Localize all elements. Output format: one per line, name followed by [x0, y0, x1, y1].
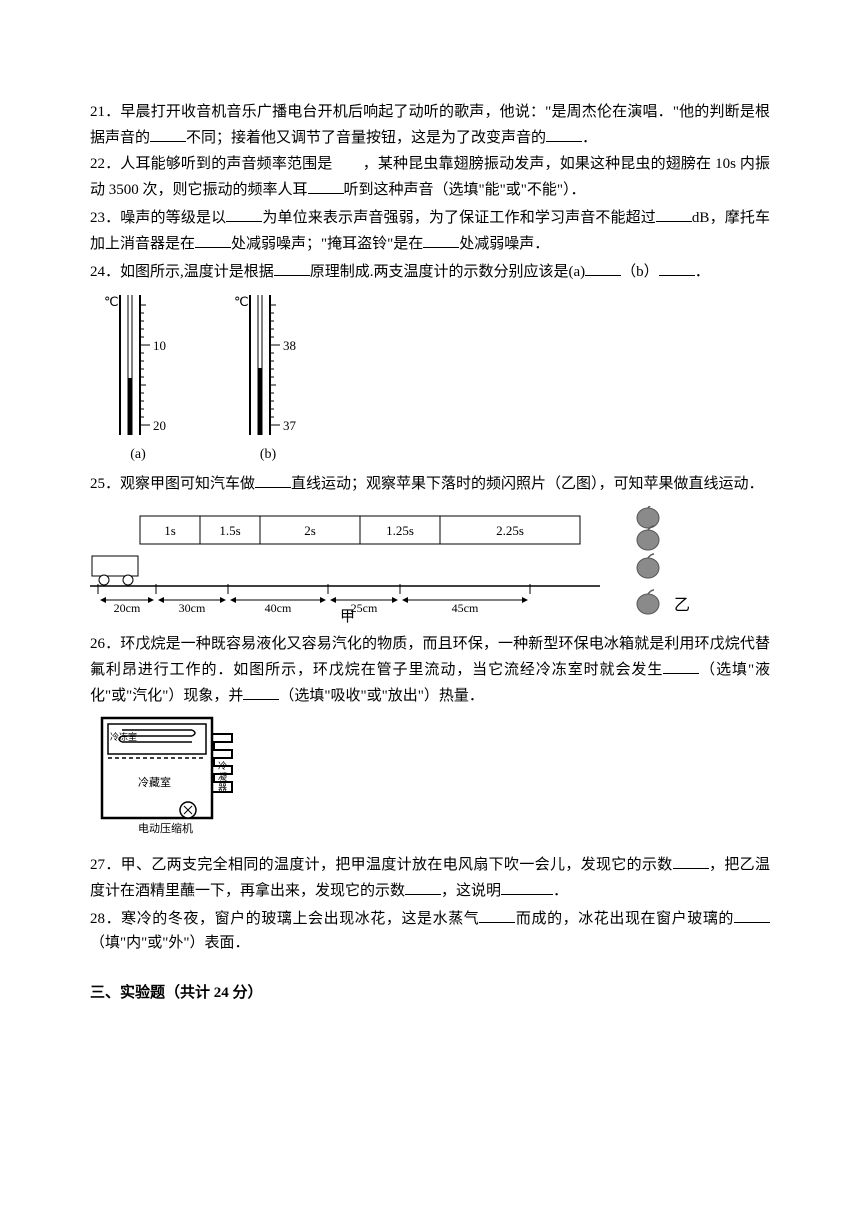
thermo-a-top: 10 [153, 338, 166, 353]
q23-blank3[interactable] [195, 230, 231, 248]
q25-b: 直线运动；观察苹果下落时的频闪照片（乙图），可知苹果做直线运动． [291, 476, 764, 492]
svg-text:凝: 凝 [218, 772, 227, 782]
fridge-svg: 冷藏室 冷冻室 冷 凝 器 电动压缩机 [98, 714, 248, 839]
thermo-a: ℃ 10 20 (a) [98, 290, 178, 466]
svg-text:1.5s: 1.5s [219, 523, 240, 538]
q26-blank1[interactable] [663, 656, 699, 674]
q25-caption-right: 乙 [674, 593, 690, 619]
svg-text:1.25s: 1.25s [386, 523, 414, 538]
thermo-b-top: 38 [283, 338, 296, 353]
question-24: 24．如图所示,温度计是根据 原理制成.两支温度计的示数分别应该是(a) （b） ． [90, 258, 770, 466]
q27-blank2[interactable] [405, 877, 441, 895]
q24-blank3[interactable] [659, 258, 695, 276]
thermo-b-svg: ℃ 38 37 [228, 290, 308, 440]
thermo-a-bot: 20 [153, 418, 166, 433]
q23-blank1[interactable] [226, 204, 262, 222]
q23-text: 23．噪声的等级是以为单位来表示声音强弱，为了保证工作和学习声音不能超过dB，摩… [90, 204, 770, 256]
thermo-a-unit: ℃ [104, 294, 119, 309]
compressor-label: 电动压缩机 [138, 821, 193, 835]
q28-blank2[interactable] [734, 905, 770, 923]
q28-blank1[interactable] [479, 905, 515, 923]
svg-text:45cm: 45cm [452, 601, 479, 615]
section-3-title: 三、实验题（共计 24 分） [90, 981, 770, 1005]
q26-c: （选填"吸收"或"放出"）热量． [279, 688, 484, 704]
q21-c: ． [582, 130, 597, 146]
thermo-b-label: (b) [260, 444, 276, 466]
svg-text:30cm: 30cm [179, 601, 206, 615]
question-22: 22．人耳能够听到的声音频率范围是 ，某种昆虫靠翅膀振动发声，如果这种昆虫的翅膀… [90, 152, 770, 202]
thermo-b-bot: 37 [283, 418, 297, 433]
condenser-label: 冷 [218, 760, 227, 771]
q22-text: 22．人耳能够听到的声音频率范围是 ，某种昆虫靠翅膀振动发声，如果这种昆虫的翅膀… [90, 152, 770, 202]
q23-b: 为单位来表示声音强弱，为了保证工作和学习声音不能超过 [262, 210, 656, 226]
thermo-a-label: (a) [130, 444, 146, 466]
svg-text:2s: 2s [304, 523, 316, 538]
svg-text:器: 器 [218, 783, 227, 793]
q25-blank1[interactable] [255, 470, 291, 488]
q25-caption-left: 甲 [340, 609, 355, 625]
thermo-b: ℃ 38 37 (b) [228, 290, 308, 466]
apples-svg [628, 506, 668, 626]
q27-c: ，这说明 [441, 883, 501, 899]
q27-blank1[interactable] [673, 851, 709, 869]
q23-blank2[interactable] [656, 204, 692, 222]
q28-text: 28．寒冷的冬夜，窗户的玻璃上会出现冰花，这是水蒸气 而成的，冰花出现在窗户玻璃的… [90, 905, 770, 955]
svg-text:20cm: 20cm [114, 601, 141, 615]
q25-figure: 1s1.5s2s1.25s2.25s 20cm30cm40cm25cm45cm … [90, 506, 770, 626]
q27-a: 27．甲、乙两支完全相同的温度计，把甲温度计放在电风扇下吹一会儿，发现它的示数 [90, 857, 673, 873]
q22-b: 听到这种声音（选填"能"或"不能"）． [344, 182, 586, 198]
thermo-a-svg: ℃ 10 20 [98, 290, 178, 440]
q23-d: 处减弱噪声；"掩耳盗铃"是在 [231, 236, 423, 252]
thermo-b-unit: ℃ [234, 294, 249, 309]
q26-blank2[interactable] [243, 682, 279, 700]
q21-blank2[interactable] [546, 124, 582, 142]
thermometer-figures: ℃ 10 20 (a) ℃ 38 37 [98, 290, 770, 466]
q27-text: 27．甲、乙两支完全相同的温度计，把甲温度计放在电风扇下吹一会儿，发现它的示数 ，… [90, 851, 770, 903]
q23-a: 23．噪声的等级是以 [90, 210, 226, 226]
q24-a: 24．如图所示,温度计是根据 [90, 264, 274, 280]
q28-a: 28．寒冷的冬夜，窗户的玻璃上会出现冰花，这是水蒸气 [90, 911, 479, 927]
q27-blank3[interactable] [501, 877, 553, 895]
freezer-label: 冷冻室 [110, 731, 137, 742]
apples-column [628, 506, 668, 626]
question-25: 25．观察甲图可知汽车做 直线运动；观察苹果下落时的频闪照片（乙图），可知苹果做直… [90, 470, 770, 626]
question-26: 26．环戊烷是一种既容易液化又容易汽化的物质，而且环保，一种新型环保电冰箱就是利… [90, 632, 770, 847]
q27-d: ． [553, 883, 568, 899]
q21-blank1[interactable] [150, 124, 186, 142]
q26-text: 26．环戊烷是一种既容易液化又容易汽化的物质，而且环保，一种新型环保电冰箱就是利… [90, 632, 770, 708]
q28-b: 而成的，冰花出现在窗户玻璃的 [515, 911, 734, 927]
question-21: 21．早晨打开收音机音乐广播电台开机后响起了动听的歌声，他说："是周杰伦在演唱．… [90, 100, 770, 150]
svg-text:1s: 1s [164, 523, 176, 538]
q23-blank4[interactable] [423, 230, 459, 248]
q24-blank2[interactable] [585, 258, 621, 276]
question-27: 27．甲、乙两支完全相同的温度计，把甲温度计放在电风扇下吹一会儿，发现它的示数 ，… [90, 851, 770, 903]
q24-text: 24．如图所示,温度计是根据 原理制成.两支温度计的示数分别应该是(a) （b） ． [90, 258, 770, 284]
q22-blank1[interactable] [308, 176, 344, 194]
question-23: 23．噪声的等级是以为单位来表示声音强弱，为了保证工作和学习声音不能超过dB，摩… [90, 204, 770, 256]
q23-e: 处减弱噪声． [459, 236, 549, 252]
q21-b: 不同；接着他又调节了音量按钮，这是为了改变声音的 [186, 130, 546, 146]
q24-d: ． [695, 264, 710, 280]
q24-blank1[interactable] [274, 258, 310, 276]
svg-text:2.25s: 2.25s [496, 523, 524, 538]
car-diagram: 1s1.5s2s1.25s2.25s 20cm30cm40cm25cm45cm … [90, 506, 600, 626]
fridge-label: 冷藏室 [138, 775, 171, 789]
svg-text:40cm: 40cm [265, 601, 292, 615]
q21-text: 21．早晨打开收音机音乐广播电台开机后响起了动听的歌声，他说："是周杰伦在演唱．… [90, 100, 770, 150]
q28-c: （填"内"或"外"）表面． [90, 935, 250, 951]
q24-b: 原理制成.两支温度计的示数分别应该是(a) [310, 264, 585, 280]
question-28: 28．寒冷的冬夜，窗户的玻璃上会出现冰花，这是水蒸气 而成的，冰花出现在窗户玻璃的… [90, 905, 770, 955]
q24-c: （b） [621, 264, 659, 280]
fridge-figure: 冷藏室 冷冻室 冷 凝 器 电动压缩机 [98, 714, 770, 847]
q25-text: 25．观察甲图可知汽车做 直线运动；观察苹果下落时的频闪照片（乙图），可知苹果做直… [90, 470, 770, 496]
q25-a: 25．观察甲图可知汽车做 [90, 476, 255, 492]
